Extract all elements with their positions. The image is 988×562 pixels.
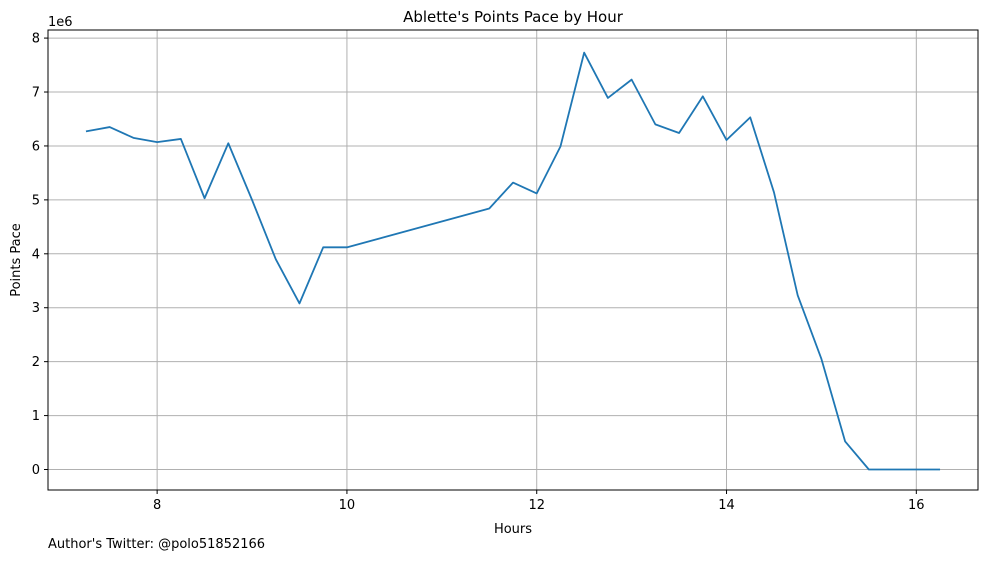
data-point — [275, 258, 277, 260]
y-tick-label: 5 — [32, 193, 40, 208]
data-point — [631, 79, 633, 81]
data-point — [726, 139, 728, 141]
data-point — [536, 192, 538, 194]
data-point — [346, 246, 348, 248]
data-point — [678, 132, 680, 134]
data-point — [227, 142, 229, 144]
data-point — [204, 197, 206, 199]
data-point — [132, 137, 134, 139]
data-point — [180, 138, 182, 140]
data-point — [298, 302, 300, 304]
data-point — [820, 358, 822, 360]
data-point — [797, 294, 799, 296]
x-tick-label: 8 — [153, 498, 161, 513]
plot-frame — [47, 29, 979, 491]
x-tick-label: 12 — [528, 498, 545, 513]
y-tick-label: 1 — [32, 409, 40, 424]
x-tick-label: 14 — [718, 498, 735, 513]
data-point — [654, 123, 656, 125]
y-tick-label: 0 — [32, 463, 40, 478]
data-point — [109, 126, 111, 128]
series-layer — [85, 51, 941, 471]
chart-title: Ablette's Points Pace by Hour — [403, 8, 624, 26]
y-axis-label: Points Pace — [9, 223, 24, 297]
data-point — [702, 95, 704, 97]
data-point — [512, 182, 514, 184]
grid-lines — [48, 30, 978, 490]
data-point — [749, 116, 751, 118]
data-point — [844, 440, 846, 442]
y-offset-label: 1e6 — [48, 15, 73, 30]
data-point — [322, 246, 324, 248]
data-point — [559, 145, 561, 147]
author-twitter-note: Author's Twitter: @polo51852166 — [48, 537, 266, 552]
x-axis-label: Hours — [494, 522, 532, 537]
data-point — [156, 141, 158, 143]
data-point — [939, 469, 941, 471]
data-point — [251, 199, 253, 201]
y-tick-label: 4 — [32, 247, 40, 262]
data-point — [607, 97, 609, 99]
y-tick-label: 6 — [32, 139, 40, 154]
data-point — [773, 191, 775, 193]
data-point — [583, 52, 585, 54]
y-tick-label: 3 — [32, 301, 40, 316]
data-point — [915, 469, 917, 471]
data-point — [892, 469, 894, 471]
data-point — [488, 208, 490, 210]
y-tick-label: 8 — [32, 32, 40, 47]
y-tick-label: 2 — [32, 355, 40, 370]
x-tick-label: 16 — [908, 498, 925, 513]
data-point — [868, 469, 870, 471]
series-line — [85, 51, 941, 471]
y-tick-label: 7 — [32, 86, 40, 101]
x-tick-label: 10 — [339, 498, 356, 513]
data-point — [85, 130, 87, 132]
